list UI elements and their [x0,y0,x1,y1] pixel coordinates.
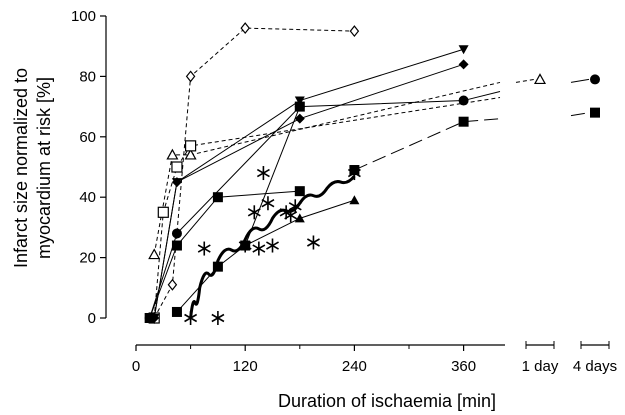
data-point [212,261,223,272]
data-point [590,74,600,85]
fit-curve [189,175,356,319]
data-point [306,235,320,250]
asterisk-stroke [247,208,261,217]
series-line [153,81,501,255]
axes: 0 20 40 60 80 100 0 120 240 360 1 day 4 days [71,8,617,375]
data-point [256,166,270,181]
data-point [185,140,197,152]
data-point [294,96,305,106]
series-line-late [570,78,590,83]
data-point [294,186,305,197]
data-point [212,192,223,203]
asterisk-stroke [211,313,225,323]
series-line [153,48,464,319]
data-point [171,161,183,173]
plot-area [144,22,600,325]
data-point [458,116,469,127]
data-point [197,241,211,256]
y-tick-label: 80 [79,68,96,85]
x-tick-label: 120 [233,358,258,375]
y-axis-title-line1: Infarct size normalized to [11,68,31,268]
data-point [261,196,275,211]
data-point [240,22,250,35]
data-point [171,228,182,239]
data-point [247,205,261,220]
data-point [211,311,225,325]
series-line [149,190,300,319]
data-point [157,206,169,218]
series-line [153,97,501,319]
series-line [176,106,301,313]
data-point [590,107,600,118]
data-point [185,70,196,83]
data-point [252,241,266,256]
data-point [294,101,305,112]
series-line [244,199,355,246]
data-point [144,313,155,323]
y-axis-title-line2: myocardium at risk [%] [34,77,54,259]
asterisk-stroke [261,199,275,208]
y-tick-label: 60 [79,129,96,146]
data-point [166,148,179,160]
data-point [167,278,178,291]
asterisk-stroke [256,168,270,178]
data-point [294,213,305,223]
series-line-late [515,78,535,83]
data-point [349,25,360,38]
data-point [171,177,182,188]
data-point [148,248,161,260]
series-line [354,118,501,171]
x-break-label: 1 day [522,358,559,375]
y-tick-label: 0 [88,310,96,327]
data-point [184,148,197,160]
y-tick-label: 20 [79,250,96,267]
data-point [171,306,182,317]
x-break-label: 4 days [573,358,617,375]
asterisk-stroke [252,244,266,253]
series-line [153,63,464,319]
asterisk-stroke [347,168,361,178]
x-axis-title: Duration of ischaemia [min] [278,391,496,411]
data-point [171,240,182,251]
x-tick-label: 360 [451,358,476,375]
data-point [349,195,360,205]
y-tick-label: 40 [79,189,96,206]
data-point [458,95,469,106]
data-point [458,59,469,70]
asterisk-stroke [306,238,320,247]
data-point [458,45,469,55]
data-point [294,113,305,124]
y-tick-label: 100 [71,8,96,25]
data-point [533,73,547,85]
x-tick-label: 240 [342,358,367,375]
x-tick-label: 0 [132,358,140,375]
asterisk-stroke [197,244,211,253]
data-point [266,238,279,253]
series-line-late [570,112,590,117]
asterisk-stroke [266,241,279,250]
series-line [153,27,355,319]
